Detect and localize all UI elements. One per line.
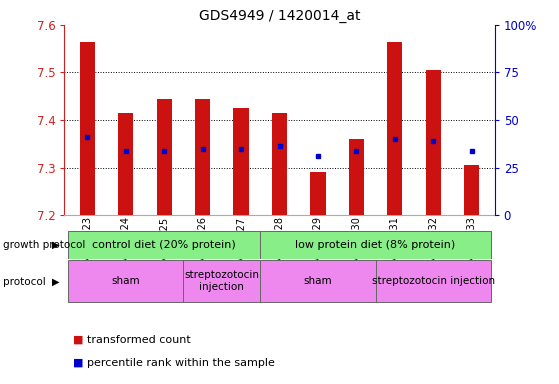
Text: streptozotocin injection: streptozotocin injection [372,276,495,286]
Text: protocol: protocol [3,277,45,287]
Text: growth protocol: growth protocol [3,240,85,250]
Bar [79,41,95,215]
FancyBboxPatch shape [68,231,260,259]
Text: ▶: ▶ [53,240,60,250]
FancyBboxPatch shape [68,260,183,303]
Text: sham: sham [111,276,140,286]
Bar [310,172,325,215]
Text: ■: ■ [73,335,83,345]
Text: streptozotocin
injection: streptozotocin injection [184,270,259,292]
Text: low protein diet (8% protein): low protein diet (8% protein) [296,240,456,250]
Bar [195,99,210,215]
Bar [272,113,287,215]
FancyBboxPatch shape [260,231,491,259]
Text: control diet (20% protein): control diet (20% protein) [92,240,236,250]
Text: percentile rank within the sample: percentile rank within the sample [87,358,274,368]
Bar [425,70,441,215]
Text: ■: ■ [73,358,83,368]
FancyBboxPatch shape [183,260,260,303]
Text: ▶: ▶ [53,277,60,287]
Bar [464,165,480,215]
Bar [157,99,172,215]
Title: GDS4949 / 1420014_at: GDS4949 / 1420014_at [199,8,360,23]
Bar [349,139,364,215]
Bar [234,108,249,215]
Text: transformed count: transformed count [87,335,191,345]
FancyBboxPatch shape [376,260,491,303]
Bar [387,41,402,215]
FancyBboxPatch shape [260,260,376,303]
Text: sham: sham [304,276,332,286]
Bar [118,113,134,215]
